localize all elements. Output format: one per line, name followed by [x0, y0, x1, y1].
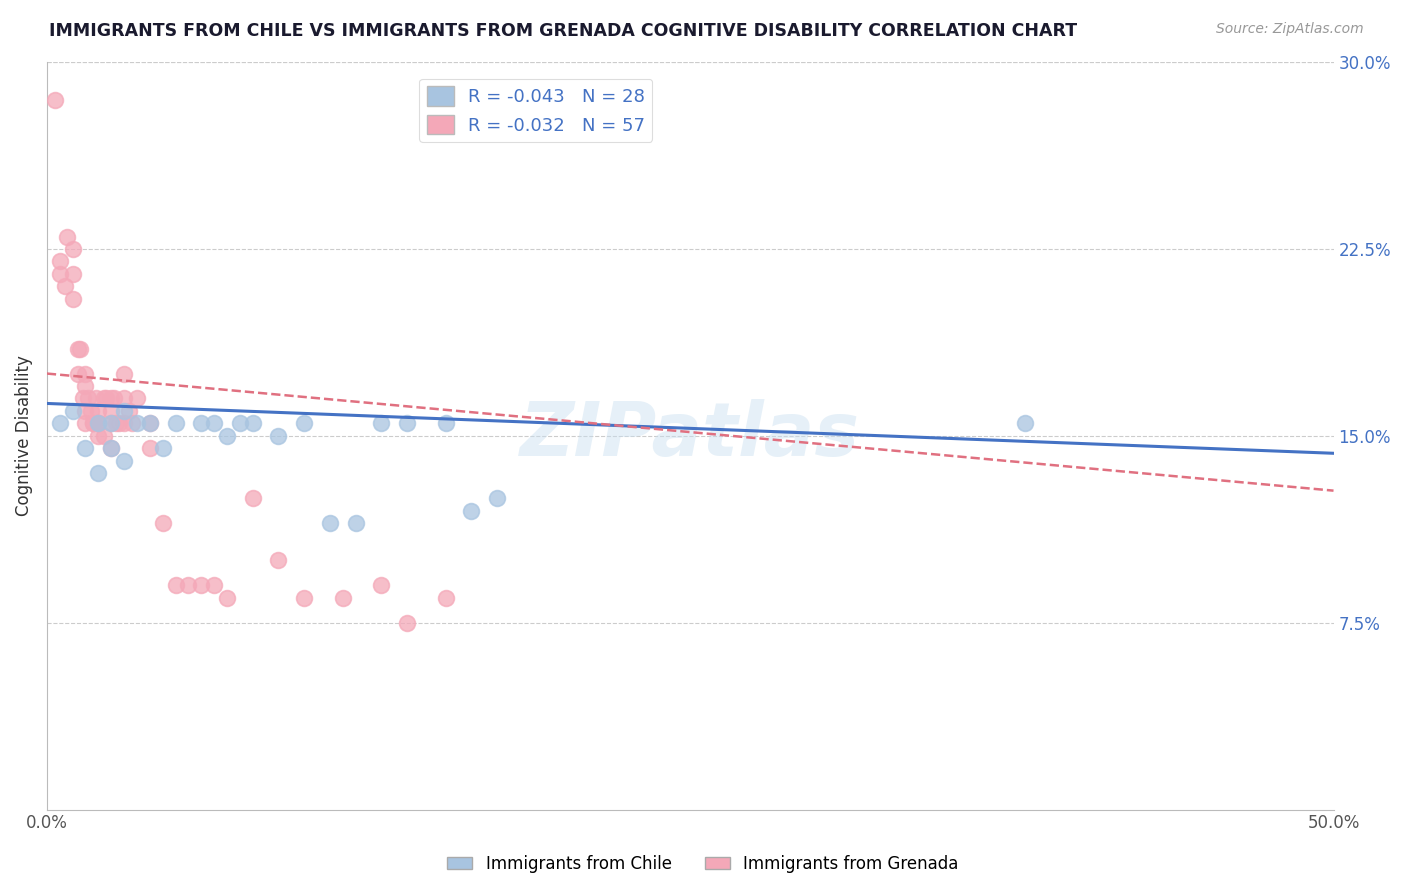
Point	[100, 442, 122, 456]
Point	[93, 392, 115, 406]
Point	[75, 379, 97, 393]
Text: IMMIGRANTS FROM CHILE VS IMMIGRANTS FROM GRENADA COGNITIVE DISABILITY CORRELATIO: IMMIGRANTS FROM CHILE VS IMMIGRANTS FROM…	[49, 22, 1077, 40]
Point	[62, 292, 84, 306]
Point	[49, 417, 72, 431]
Point	[460, 503, 482, 517]
Point	[108, 417, 131, 431]
Point	[82, 417, 104, 431]
Point	[152, 442, 174, 456]
Legend: Immigrants from Chile, Immigrants from Grenada: Immigrants from Chile, Immigrants from G…	[440, 848, 966, 880]
Point	[190, 417, 212, 431]
Point	[177, 578, 200, 592]
Point	[332, 591, 354, 605]
Point	[75, 367, 97, 381]
Point	[100, 404, 122, 418]
Point	[112, 367, 135, 381]
Point	[62, 242, 84, 256]
Point	[84, 392, 107, 406]
Text: Source: ZipAtlas.com: Source: ZipAtlas.com	[1216, 22, 1364, 37]
Point	[152, 516, 174, 530]
Text: ZIPatlas: ZIPatlas	[520, 400, 860, 473]
Point	[75, 417, 97, 431]
Point	[112, 392, 135, 406]
Point	[396, 417, 419, 431]
Legend: R = -0.043   N = 28, R = -0.032   N = 57: R = -0.043 N = 28, R = -0.032 N = 57	[419, 78, 652, 142]
Point	[82, 417, 104, 431]
Point	[125, 392, 148, 406]
Point	[66, 367, 89, 381]
Point	[242, 491, 264, 505]
Point	[94, 392, 117, 406]
Point	[79, 404, 101, 418]
Point	[190, 578, 212, 592]
Point	[344, 516, 367, 530]
Point	[87, 417, 110, 431]
Point	[112, 404, 135, 418]
Point	[434, 417, 457, 431]
Point	[87, 417, 110, 431]
Point	[267, 429, 290, 443]
Point	[100, 417, 122, 431]
Point	[105, 417, 128, 431]
Point	[87, 417, 110, 431]
Point	[49, 267, 72, 281]
Point	[100, 417, 122, 431]
Point	[62, 267, 84, 281]
Point	[75, 404, 97, 418]
Point	[87, 467, 110, 481]
Y-axis label: Cognitive Disability: Cognitive Disability	[15, 355, 32, 516]
Point	[121, 417, 143, 431]
Point	[165, 417, 187, 431]
Point	[370, 417, 392, 431]
Point	[44, 93, 66, 107]
Point	[242, 417, 264, 431]
Point	[66, 342, 89, 356]
Point	[215, 591, 238, 605]
Point	[72, 392, 94, 406]
Point	[103, 392, 125, 406]
Point	[434, 591, 457, 605]
Point	[77, 392, 100, 406]
Point	[229, 417, 252, 431]
Point	[202, 417, 225, 431]
Point	[486, 491, 509, 505]
Point	[53, 279, 76, 293]
Point	[165, 578, 187, 592]
Point	[215, 429, 238, 443]
Point	[396, 615, 419, 630]
Point	[49, 254, 72, 268]
Point	[69, 342, 91, 356]
Point	[370, 578, 392, 592]
Point	[125, 417, 148, 431]
Point	[100, 442, 122, 456]
Point	[1014, 417, 1036, 431]
Point	[87, 429, 110, 443]
Point	[118, 404, 141, 418]
Point	[139, 417, 162, 431]
Point	[267, 553, 290, 567]
Point	[112, 417, 135, 431]
Point	[100, 392, 122, 406]
Point	[292, 591, 315, 605]
Point	[139, 417, 162, 431]
Point	[319, 516, 342, 530]
Point	[62, 404, 84, 418]
Point	[75, 442, 97, 456]
Point	[202, 578, 225, 592]
Point	[56, 229, 79, 244]
Point	[87, 404, 110, 418]
Point	[87, 417, 110, 431]
Point	[112, 454, 135, 468]
Point	[139, 442, 162, 456]
Point	[93, 429, 115, 443]
Point	[292, 417, 315, 431]
